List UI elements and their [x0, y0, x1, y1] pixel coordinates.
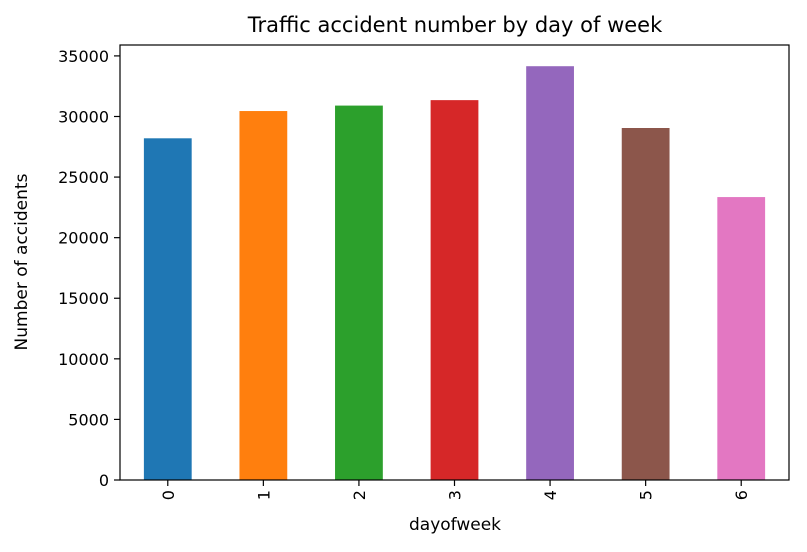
- y-tick-label: 10000: [58, 350, 109, 369]
- bar-4: [526, 66, 574, 480]
- y-tick-label: 35000: [58, 47, 109, 66]
- bar-1: [239, 111, 288, 481]
- bar-5: [621, 128, 670, 480]
- y-tick-label: 30000: [58, 107, 109, 126]
- bar-2: [335, 105, 383, 480]
- x-tick-label: 2: [350, 490, 369, 500]
- x-tick-label: 1: [254, 490, 273, 500]
- x-tick-label: 5: [637, 490, 656, 500]
- y-tick-label: 5000: [68, 410, 109, 429]
- y-tick-label: 15000: [58, 289, 109, 308]
- y-tick-label: 25000: [58, 168, 109, 187]
- plot-frame: [119, 44, 790, 481]
- plot-area: 0 5000 10000 15000 20000 25000 30000 35000 0 1 2 3 4…: [58, 44, 790, 500]
- x-tick-label: 6: [732, 490, 751, 500]
- x-axis-label: dayofweek: [409, 515, 501, 535]
- bar-6: [717, 197, 766, 481]
- y-tick-label: 20000: [58, 229, 109, 248]
- chart-title: Traffic accident number by day of week: [247, 13, 663, 37]
- x-tick-label: 4: [541, 490, 560, 500]
- bar-0: [143, 138, 192, 480]
- x-tick-label: 3: [446, 490, 465, 500]
- bar-3: [430, 100, 479, 480]
- x-tick-label: 0: [159, 490, 178, 500]
- y-tick-label: 0: [99, 471, 109, 490]
- y-axis-label: Number of accidents: [12, 173, 32, 350]
